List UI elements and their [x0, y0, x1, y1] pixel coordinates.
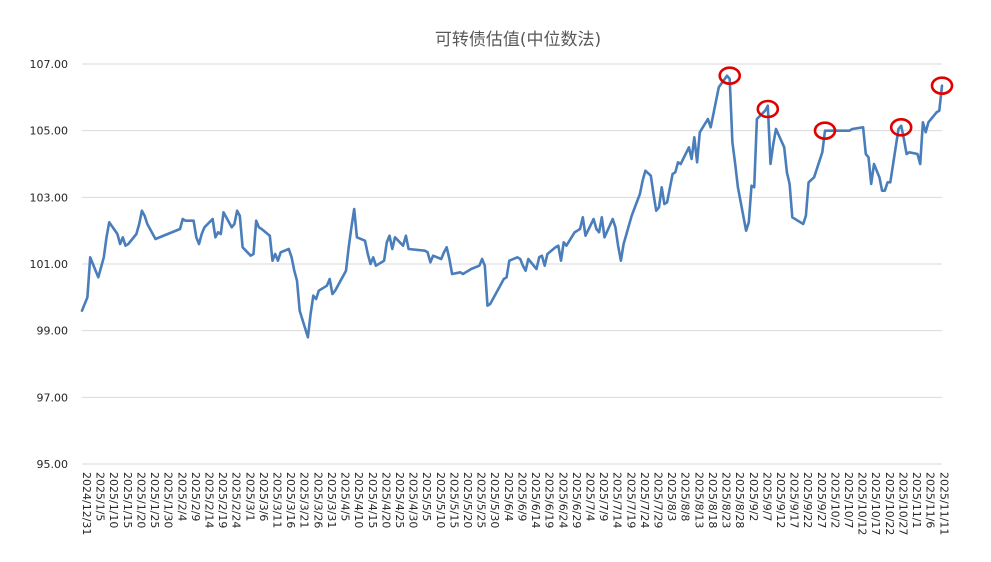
y-tick-label: 99.00 [37, 325, 69, 338]
x-tick-label: 2025/11/1 [910, 472, 923, 528]
x-tick-label: 2025/9/7 [760, 472, 773, 521]
x-tick-label: 2025/5/10 [434, 472, 447, 528]
x-tick-label: 2025/6/29 [570, 472, 583, 528]
annotation-circle [756, 99, 780, 119]
series-line [80, 74, 944, 339]
x-tick-label: 2025/3/16 [284, 472, 297, 528]
x-tick-label: 2025/10/17 [869, 472, 882, 535]
x-tick-label: 2025/5/5 [420, 472, 433, 521]
x-tick-label: 2025/7/4 [583, 472, 596, 521]
x-tick-label: 2025/4/20 [379, 472, 392, 528]
y-axis-ticks: 95.00 97.00 99.00 101.00 103.00 105.00 107.00 [30, 58, 69, 471]
x-tick-label: 2025/10/12 [856, 472, 869, 535]
x-tick-label: 2025/10/22 [883, 472, 896, 535]
x-tick-label: 2025/2/4 [175, 472, 188, 521]
x-tick-label: 2025/5/20 [461, 472, 474, 528]
grid-lines [82, 63, 942, 465]
x-tick-label: 2025/11/6 [924, 472, 937, 528]
x-tick-label: 2025/9/17 [788, 472, 801, 528]
y-tick-label: 105.00 [30, 125, 69, 138]
x-tick-label: 2025/5/15 [447, 472, 460, 528]
y-tick-label: 103.00 [30, 191, 69, 204]
x-tick-label: 2025/4/10 [352, 472, 365, 528]
x-tick-label: 2025/7/24 [638, 472, 651, 528]
series-layer [80, 74, 944, 339]
x-tick-label: 2025/8/23 [720, 472, 733, 528]
x-tick-label: 2025/3/11 [271, 472, 284, 528]
x-tick-label: 2025/1/20 [134, 472, 147, 528]
x-tick-label: 2025/7/9 [597, 472, 610, 521]
x-tick-label: 2025/3/6 [257, 472, 270, 521]
x-tick-label: 2025/8/28 [733, 472, 746, 528]
x-tick-label: 2025/2/19 [216, 472, 229, 528]
x-tick-label: 2025/10/7 [842, 472, 855, 528]
x-tick-label: 2025/3/21 [298, 472, 311, 528]
x-tick-label: 2025/8/3 [665, 472, 678, 521]
x-tick-label: 2025/2/14 [202, 472, 215, 528]
x-tick-label: 2025/4/30 [407, 472, 420, 528]
x-tick-label: 2025/1/30 [162, 472, 175, 528]
x-tick-label: 2025/4/5 [339, 472, 352, 521]
x-tick-label: 2025/6/4 [502, 472, 515, 521]
x-tick-label: 2025/11/11 [937, 472, 950, 535]
annotation-circle [889, 118, 913, 137]
x-tick-label: 2025/7/14 [611, 472, 624, 528]
x-tick-label: 2025/7/29 [652, 472, 665, 528]
x-tick-label: 2025/2/24 [230, 472, 243, 528]
y-tick-label: 107.00 [30, 58, 69, 71]
y-tick-label: 95.00 [37, 458, 69, 471]
x-tick-label: 2025/10/27 [896, 472, 909, 535]
x-tick-label: 2025/6/24 [556, 472, 569, 528]
x-tick-label: 2025/3/1 [243, 472, 256, 521]
x-axis-ticks: 2024/12/31 2025/1/5 2025/1/10 2025/1/15 2025… [80, 472, 950, 535]
annotation-circle [813, 121, 837, 140]
x-tick-label: 2025/3/26 [311, 472, 324, 528]
y-tick-label: 97.00 [37, 391, 69, 404]
x-tick-label: 2025/8/13 [692, 472, 705, 528]
x-tick-label: 2025/7/19 [624, 472, 637, 528]
x-tick-label: 2024/12/31 [80, 472, 93, 535]
annotation-circle [718, 66, 742, 85]
x-tick-label: 2025/10/2 [828, 472, 841, 528]
x-tick-label: 2025/5/25 [475, 472, 488, 528]
annotation-markers [718, 66, 954, 140]
x-tick-label: 2025/1/10 [107, 472, 120, 528]
x-tick-label: 2025/8/18 [706, 472, 719, 528]
chart-title: 可转债估值(中位数法) [435, 30, 601, 50]
x-tick-label: 2025/6/19 [543, 472, 556, 528]
x-tick-label: 2025/1/15 [121, 472, 134, 528]
x-tick-label: 2025/9/12 [774, 472, 787, 528]
x-tick-label: 2025/6/9 [515, 472, 528, 521]
x-tick-label: 2025/3/31 [325, 472, 338, 528]
x-tick-label: 2025/4/15 [366, 472, 379, 528]
x-tick-label: 2025/1/25 [148, 472, 161, 528]
y-tick-label: 101.00 [30, 258, 69, 271]
x-tick-label: 2025/9/2 [747, 472, 760, 521]
x-tick-label: 2025/6/14 [529, 472, 542, 528]
x-tick-label: 2025/1/5 [94, 472, 107, 521]
x-tick-label: 2025/4/25 [393, 472, 406, 528]
x-tick-label: 2025/8/8 [679, 472, 692, 521]
x-tick-label: 2025/9/27 [815, 472, 828, 528]
x-tick-label: 2025/2/9 [189, 472, 202, 521]
x-tick-label: 2025/9/22 [801, 472, 814, 528]
annotation-circle [930, 76, 954, 95]
x-tick-label: 2025/5/30 [488, 472, 501, 528]
